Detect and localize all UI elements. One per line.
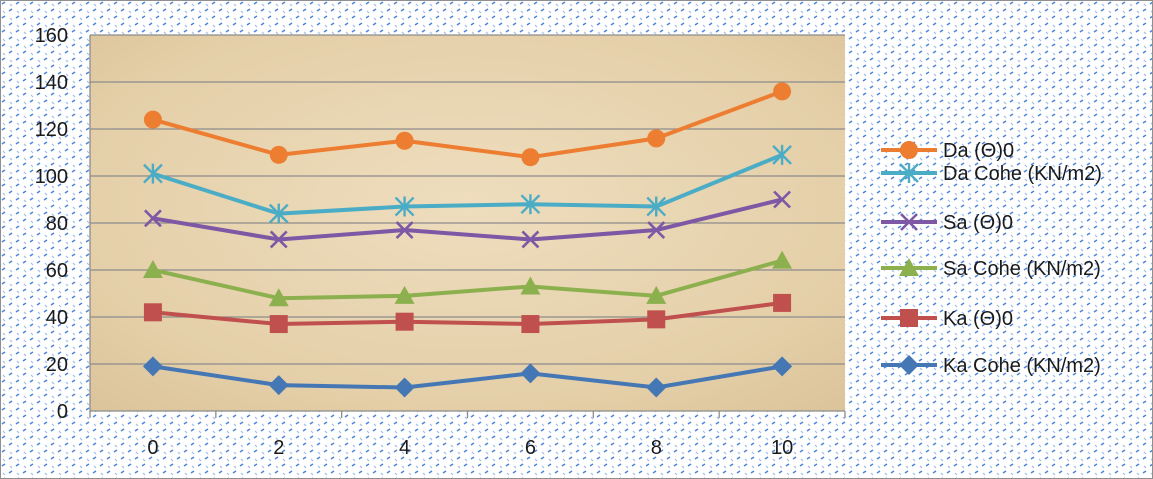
data-point-6 (520, 194, 541, 215)
series-5 (143, 293, 792, 334)
data-point-6 (521, 148, 540, 167)
data-point-0 (143, 110, 162, 129)
y-tick-label-140: 140 (35, 72, 68, 94)
y-tick-label-0: 0 (57, 401, 68, 423)
data-point-8 (647, 310, 666, 329)
data-point-8 (647, 221, 666, 239)
legend-label: Ka Cohe (KN/m2) (943, 355, 1101, 377)
legend: Da (Θ)0Da Cohe (KN/m2) Sa (Θ)0 Sa Cohe (KN… (881, 140, 1102, 377)
series-line (152, 153, 783, 216)
data-point-8 (646, 196, 667, 217)
data-point-2 (269, 315, 288, 334)
legend-item-1: Da (Θ)0 (881, 140, 1014, 162)
data-point-0 (143, 163, 163, 184)
data-point-6 (521, 230, 540, 249)
y-tick-label-80: 80 (46, 213, 68, 235)
data-point-10 (772, 250, 793, 269)
series-4 (142, 250, 793, 307)
series-line (152, 89, 783, 160)
series-2 (143, 144, 792, 224)
series-line (152, 364, 783, 390)
data-point-0 (143, 303, 162, 322)
data-point-0 (142, 356, 163, 377)
series-3 (143, 190, 792, 249)
data-point-2 (269, 230, 288, 249)
data-point-6 (520, 363, 541, 384)
data-point-0 (143, 209, 162, 228)
legend-item-2: Da Cohe (KN/m2) (881, 163, 1102, 185)
data-point-4 (395, 131, 414, 150)
x-tick-label-10: 10 (771, 437, 793, 459)
data-point-2 (268, 288, 289, 307)
legend-label: Da Cohe (KN/m2) (943, 163, 1102, 185)
data-point-2 (269, 145, 288, 164)
legend-label: Ka (Θ)0 (943, 308, 1013, 330)
legend-label: Da (Θ)0 (943, 140, 1014, 162)
gridlines (90, 34, 845, 365)
data-point-8 (647, 129, 666, 148)
data-point-4 (395, 312, 414, 331)
data-point-8 (646, 377, 667, 398)
legend-swatch-marker (899, 258, 919, 276)
series-6 (142, 356, 793, 398)
data-point-4 (394, 377, 415, 398)
y-tick-label-40: 40 (46, 307, 68, 329)
data-point-6 (520, 276, 541, 295)
legend-item-4: Sa Cohe (KN/m2) (881, 258, 1101, 280)
y-tick-label-160: 160 (35, 25, 68, 47)
axes: 0 20 40 60 80 100 120 140 160 0 2 4 6 8 10 (35, 25, 846, 459)
series-layer (142, 82, 793, 398)
data-point-2 (268, 375, 289, 396)
data-point-4 (394, 285, 415, 304)
y-tick-label-60: 60 (46, 260, 68, 282)
data-point-2 (268, 203, 289, 224)
y-tick-label-100: 100 (35, 166, 68, 188)
x-tick-label-4: 4 (399, 437, 410, 459)
data-point-8 (646, 285, 667, 304)
data-point-10 (772, 144, 792, 165)
series-line (152, 300, 783, 327)
x-tick-label-2: 2 (273, 437, 284, 459)
data-point-10 (773, 293, 792, 312)
legend-swatch-marker (900, 141, 918, 159)
y-tick-label-20: 20 (46, 354, 68, 376)
x-tick-label-6: 6 (525, 437, 536, 459)
legend-swatch-marker (899, 163, 919, 183)
series-line (152, 197, 783, 242)
y-tick-label-120: 120 (35, 119, 68, 141)
x-tick-label-0: 0 (147, 437, 158, 459)
legend-swatch-marker (900, 213, 918, 231)
data-point-10 (773, 190, 792, 209)
data-point-10 (772, 356, 793, 377)
legend-swatch-marker (899, 355, 919, 375)
data-point-10 (773, 82, 792, 101)
legend-item-5: Ka (Θ)0 (881, 308, 1013, 330)
x-tick-label-8: 8 (651, 437, 662, 459)
data-point-6 (521, 315, 540, 334)
data-point-4 (395, 221, 414, 239)
legend-swatch-marker (900, 309, 918, 327)
legend-item-3: Sa (Θ)0 (881, 212, 1013, 234)
data-point-4 (394, 196, 415, 217)
series-1 (143, 82, 792, 167)
series-line (152, 258, 783, 301)
legend-item-6: Ka Cohe (KN/m2) (881, 355, 1101, 377)
legend-label: Sa (Θ)0 (943, 212, 1013, 234)
data-point-0 (142, 260, 163, 278)
legend-label: Sa Cohe (KN/m2) (943, 258, 1101, 280)
